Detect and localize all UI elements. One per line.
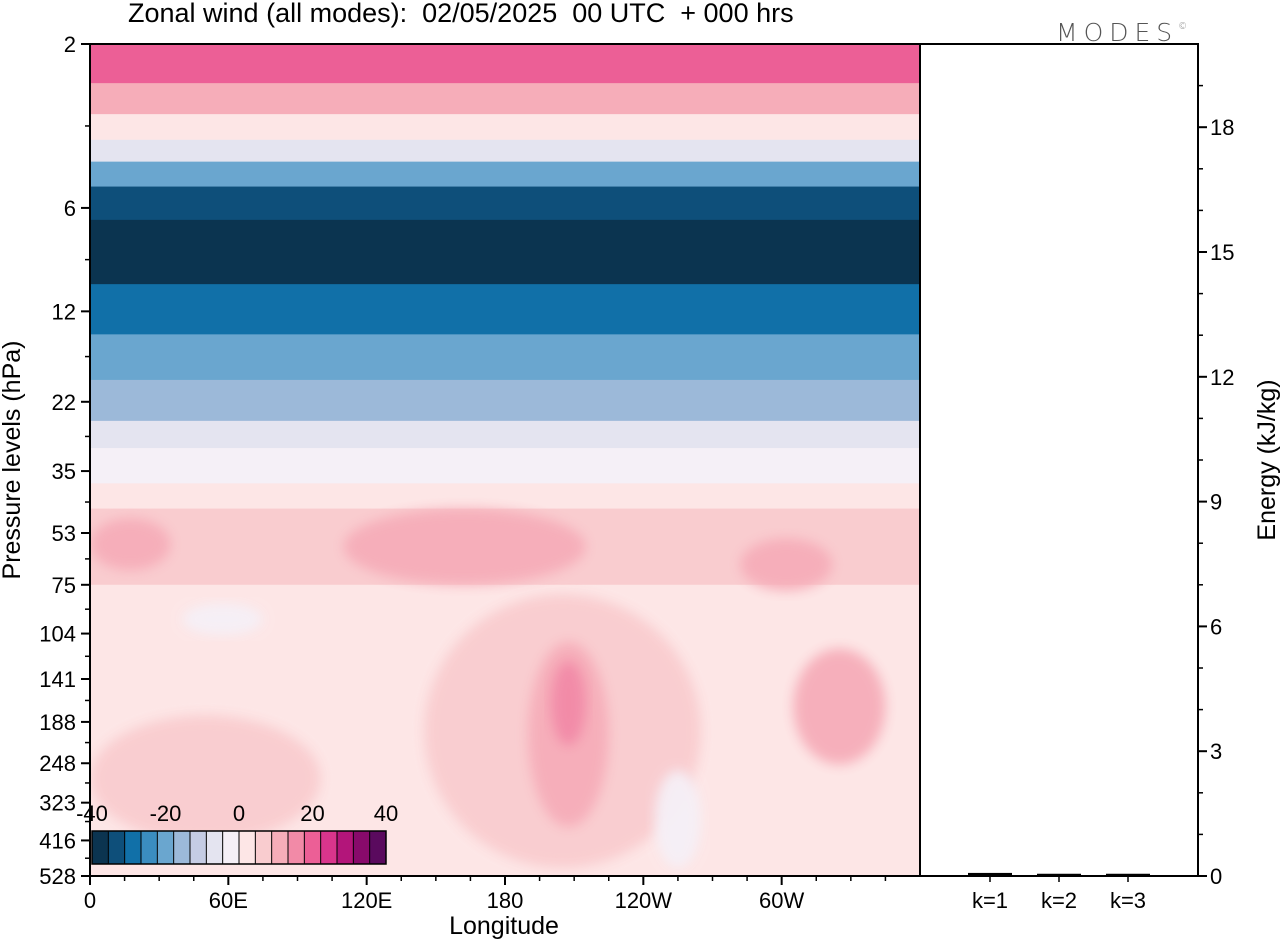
colorbar-swatch [124,831,142,864]
x-tick-label: 60E [209,888,248,913]
energy-panel-frame [919,43,1199,877]
y-tick-label: 416 [39,828,76,853]
y-tick-label: 2 [64,32,76,57]
colorbar-tick-label: -20 [150,801,182,826]
x-tick-label: 60W [759,888,804,913]
chart-title: Zonal wind (all modes): 02/05/2025 00 UT… [128,0,794,28]
energy-x-tick-label: k=3 [1110,888,1146,913]
colorbar-swatch [157,831,175,864]
colorbar-swatch [239,831,256,864]
colorbar-swatch [320,831,338,864]
wind-band [90,161,920,188]
colorbar-swatch [222,831,240,864]
colorbar-swatch [173,831,191,864]
x-tick-label: 120W [615,888,673,913]
y-tick-label: 12 [52,299,76,324]
wind-band [90,448,920,484]
energy-y-tick-label: 0 [1210,864,1222,889]
energy-bar [1106,873,1150,876]
colorbar: -40 -20 0 20 40 [76,801,398,865]
colorbar-tick-label: 40 [374,801,398,826]
x-tick-label: 0 [84,888,96,913]
colorbar-swatch [190,831,207,864]
energy-bars: 0 3 6 9 12 15 18 k=1 k=2 k=3 [968,84,1234,913]
y-tick-label: 53 [52,521,76,546]
wind-feature [793,648,886,765]
wind-feature [551,661,586,746]
energy-y-tick-label: 15 [1210,240,1234,265]
energy-x-tick-label: k=2 [1041,888,1077,913]
modes-logo: MODES© [1056,18,1187,47]
x-tick-label: 180 [487,888,524,913]
y-tick-label: 75 [52,573,76,598]
x-tick-label: 120E [341,888,392,913]
y-tick-label: 248 [39,751,76,776]
y-tick-label: 528 [39,864,76,889]
energy-y-tick-label: 6 [1210,614,1222,639]
wind-band [90,284,920,335]
energy-axis-label: Energy (kJ/kg) [1253,379,1280,540]
wind-band [90,219,920,285]
y-tick-label: 188 [39,710,76,735]
colorbar-swatch [353,831,371,864]
energy-bar [1037,873,1081,876]
energy-bar [968,872,1012,876]
y-axis-label: Pressure levels (hPa) [0,341,26,580]
x-axis-label: Longitude [449,912,559,940]
energy-y-tick-label: 12 [1210,365,1234,390]
colorbar-swatch [141,831,158,864]
wind-feature [182,603,263,636]
wind-band [90,114,920,141]
wind-band [90,83,920,115]
colorbar-swatch [206,831,224,864]
colorbar-swatch [369,831,387,864]
colorbar-swatch [255,831,273,864]
wind-band [90,420,920,449]
y-tick-label: 6 [64,196,76,221]
copyright-icon: © [1178,22,1188,32]
wind-band [90,139,920,163]
colorbar-frame [91,830,387,865]
colorbar-swatch [304,831,322,864]
logo-text: MODES [1056,18,1179,47]
y-tick-label: 35 [52,459,76,484]
colorbar-swatch [337,831,354,864]
wind-feature [90,518,171,571]
y-tick-label: 323 [39,791,76,816]
y-tick-label: 141 [39,667,76,692]
energy-x-tick-label: k=1 [972,888,1008,913]
wind-feature [654,770,701,868]
wind-feature [90,715,321,842]
energy-y-tick-label: 18 [1210,115,1234,140]
wind-band [90,379,920,422]
colorbar-swatch [108,831,126,864]
colorbar-swatch [288,831,305,864]
wind-feature [740,538,833,591]
heatmap-axes: 2 6 12 22 35 53 75 104 141 188 248 323 416 528 0 60E 120… [39,32,887,913]
y-tick-label: 22 [52,390,76,415]
colorbar-swatch [92,831,109,864]
wind-band [90,186,920,221]
colorbar-tick-label: 20 [300,801,324,826]
energy-y-tick-label: 3 [1210,739,1222,764]
y-tick-label: 104 [39,622,76,647]
wind-band [90,483,920,510]
wind-band [90,334,920,381]
wind-feature [343,508,586,585]
colorbar-swatch [271,831,289,864]
wind-band [90,44,920,84]
colorbar-tick-label: -40 [76,801,108,826]
colorbar-tick-label: 0 [233,801,245,826]
energy-y-tick-label: 9 [1210,490,1222,515]
wind-heatmap [90,44,920,876]
